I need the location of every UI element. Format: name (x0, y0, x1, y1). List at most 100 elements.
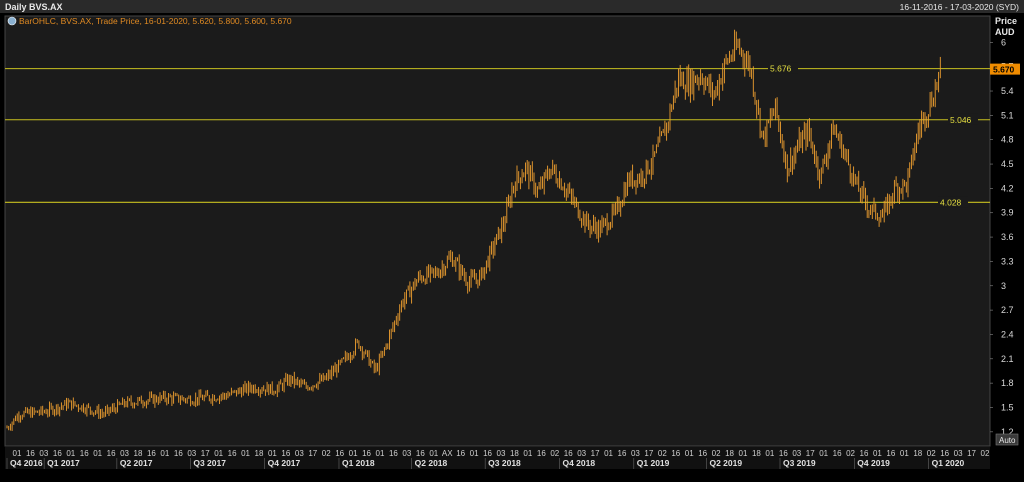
x-tick-label: 01 (873, 449, 882, 458)
y-tick-label: 3.9 (1001, 208, 1014, 218)
auto-scale-button[interactable]: Auto (995, 433, 1019, 446)
x-tick-label: 03 (402, 449, 411, 458)
x-tick-label: 01 (604, 449, 613, 458)
quarter-label: Q1 2017 (47, 458, 80, 468)
x-tick-label: 16 (107, 449, 116, 458)
price-axis-label: Price (995, 16, 1017, 26)
quarter-label: Q4 2016 (10, 458, 43, 468)
x-tick-label: 16 (833, 449, 842, 458)
level-label-bg (938, 196, 968, 208)
x-tick-label: 02 (927, 449, 936, 458)
legend-settings-icon[interactable] (7, 16, 17, 26)
quarter-label: Q2 2019 (709, 458, 742, 468)
x-tick-label: 02 (846, 449, 855, 458)
x-tick-label: 01 (376, 449, 385, 458)
x-tick-label: 01 (93, 449, 102, 458)
quarter-label: Q3 2019 (783, 458, 816, 468)
x-tick-label: 01 (819, 449, 828, 458)
x-tick-label: 16 (174, 449, 183, 458)
horizontal-levels: 5.676 5.046 4.028 (5, 62, 990, 208)
y-tick-label: 5.1 (1001, 110, 1014, 120)
x-tick-label: 01 (523, 449, 532, 458)
x-tick-label: 17 (806, 449, 815, 458)
chart-title: Daily BVS.AX (5, 2, 63, 12)
x-tick-label: 03 (187, 449, 196, 458)
y-tick-label: 3.3 (1001, 256, 1014, 266)
quarter-label: Q4 2018 (562, 458, 595, 468)
x-tick-label: 02 (658, 449, 667, 458)
auto-scale-label: Auto (999, 436, 1016, 445)
x-tick-label: AX (442, 449, 453, 458)
y-tick-label: 2.7 (1001, 305, 1014, 315)
x-tick-label: 03 (39, 449, 48, 458)
x-axis-ticks: 01 16 03 16 01 16 01 16 03 18 16 01 16 03 17 01 16 01 18 01… (13, 449, 990, 458)
quarter-label: Q4 2017 (268, 458, 301, 468)
x-tick-label: 16 (416, 449, 425, 458)
y-tick-label: 1.8 (1001, 378, 1014, 388)
x-tick-label: 16 (362, 449, 371, 458)
quarter-label: Q1 2020 (932, 458, 965, 468)
y-tick-label: 1.2 (1001, 427, 1014, 437)
quarter-label: Q2 2018 (415, 458, 448, 468)
x-tick-label: 16 (147, 449, 156, 458)
y-axis: 65.75.45.14.84.54.23.93.63.332.72.42.11.… (990, 37, 1014, 437)
x-tick-label: 17 (201, 449, 210, 458)
y-tick-label: 1.5 (1001, 402, 1014, 412)
x-tick-label: 16 (483, 449, 492, 458)
x-tick-label: 16 (940, 449, 949, 458)
header-bar (0, 0, 1024, 13)
x-axis-band (5, 447, 990, 469)
ohlc-bars (6, 29, 941, 431)
x-tick-label: 16 (228, 449, 237, 458)
y-tick-label: 4.8 (1001, 135, 1014, 145)
x-tick-label: 01 (241, 449, 250, 458)
level-label-bg (948, 113, 978, 125)
x-tick-label: 01 (13, 449, 22, 458)
x-tick-label: 16 (281, 449, 290, 458)
quarter-label: Q1 2018 (342, 458, 375, 468)
plot-area (4, 15, 991, 447)
y-tick-label: 4.2 (1001, 183, 1014, 193)
y-tick-label: 2.4 (1001, 329, 1014, 339)
x-tick-label: 16 (671, 449, 680, 458)
x-tick-label: 18 (725, 449, 734, 458)
date-range: 16-11-2016 - 17-03-2020 (SYD) (900, 2, 1020, 12)
x-tick-label: 18 (134, 449, 143, 458)
x-tick-label: 17 (967, 449, 976, 458)
x-tick-label: 02 (550, 449, 559, 458)
last-price-value: 5.670 (993, 65, 1015, 75)
quarter-label: Q2 2017 (120, 458, 153, 468)
x-tick-label: 01 (349, 449, 358, 458)
x-tick-label: 17 (591, 449, 600, 458)
x-tick-label: 16 (80, 449, 89, 458)
x-axis-quarters: Q4 2016 Q1 2017 Q2 2017 Q3 2017 Q4 2017 Q1 20… (6, 458, 965, 469)
x-tick-label: 16 (564, 449, 573, 458)
x-tick-label: 01 (160, 449, 169, 458)
x-tick-label: 03 (792, 449, 801, 458)
x-tick-label: 02 (322, 449, 331, 458)
level-label-bg (768, 62, 798, 74)
y-tick-label: 4.5 (1001, 159, 1014, 169)
x-tick-label: 17 (308, 449, 317, 458)
x-tick-label: 03 (954, 449, 963, 458)
x-tick-label: 01 (429, 449, 438, 458)
x-tick-label: 16 (860, 449, 869, 458)
quarter-label: Q3 2018 (488, 458, 521, 468)
y-tick-label: 3 (1001, 281, 1006, 291)
x-tick-label: 16 (335, 449, 344, 458)
x-tick-label: 16 (779, 449, 788, 458)
x-tick-label: 16 (886, 449, 895, 458)
x-tick-label: 16 (456, 449, 465, 458)
x-tick-label: 03 (120, 449, 129, 458)
currency-axis-label: AUD (995, 27, 1015, 37)
x-tick-label: 03 (631, 449, 640, 458)
x-tick-label: 03 (295, 449, 304, 458)
x-tick-label: 17 (644, 449, 653, 458)
x-tick-label: 02 (981, 449, 990, 458)
x-tick-label: 01 (470, 449, 479, 458)
y-tick-label: 6 (1001, 37, 1006, 47)
x-tick-label: 18 (255, 449, 264, 458)
x-tick-label: 16 (537, 449, 546, 458)
